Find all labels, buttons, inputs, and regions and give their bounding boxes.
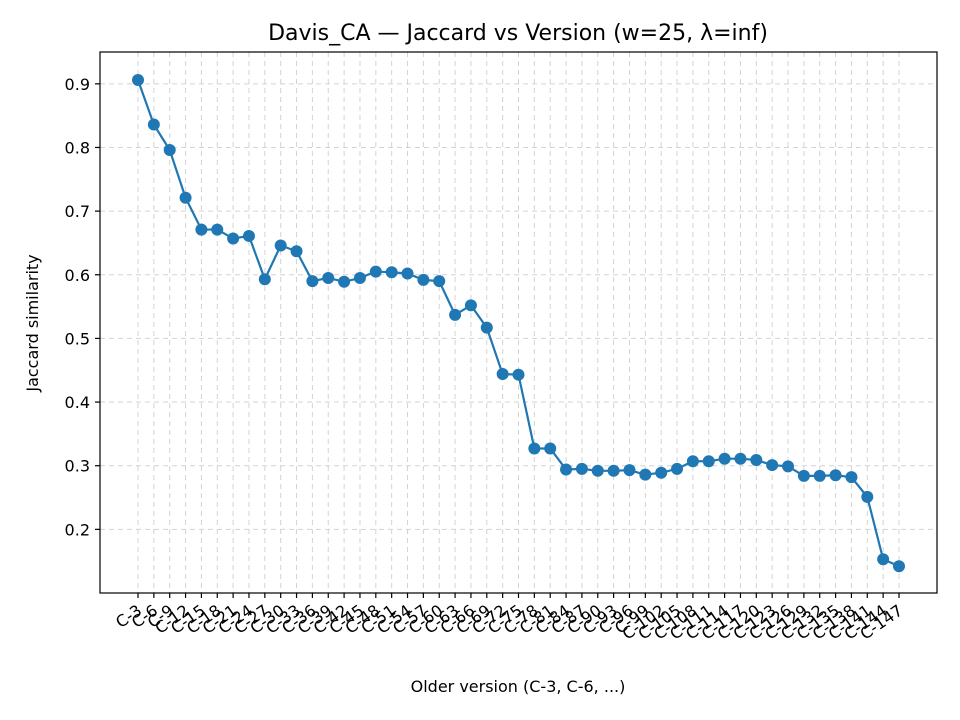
data-point (829, 469, 842, 482)
data-point (258, 273, 271, 286)
data-point (797, 469, 810, 482)
data-point (163, 144, 176, 157)
data-point (449, 308, 462, 321)
x-axis-label: Older version (C-3, C-6, ...) (411, 677, 626, 696)
data-point (132, 74, 144, 87)
y-tick-label: 0.7 (65, 202, 90, 221)
y-axis-label: Jaccard similarity (23, 254, 42, 392)
data-point (623, 464, 636, 477)
y-tick-label: 0.5 (65, 329, 90, 348)
y-tick-label: 0.6 (65, 266, 90, 285)
data-point (147, 118, 160, 131)
data-point (734, 452, 747, 465)
data-point (306, 275, 319, 288)
data-point (242, 229, 255, 242)
data-point (813, 469, 826, 482)
data-point (591, 464, 604, 477)
tick-layer: C-3C-6C-9C-12C-15C-18C-21C-24C-27C-30C-3… (65, 75, 907, 644)
series-layer (132, 74, 905, 573)
data-point (401, 267, 414, 280)
data-point (575, 462, 588, 475)
chart-title: Davis_CA — Jaccard vs Version (w=25, λ=i… (268, 21, 768, 46)
data-point (322, 271, 335, 284)
data-point (861, 490, 874, 503)
data-point (179, 191, 192, 204)
y-tick-label: 0.9 (65, 75, 90, 94)
data-point (607, 464, 620, 477)
data-point (290, 245, 303, 258)
data-point (369, 265, 382, 278)
data-point (353, 271, 366, 284)
data-point (845, 471, 858, 484)
data-point (560, 463, 573, 476)
data-point (750, 453, 763, 466)
data-point (385, 266, 398, 279)
data-point (766, 459, 779, 472)
data-point (480, 321, 493, 334)
data-point (877, 553, 890, 566)
data-point (528, 442, 541, 455)
data-point (211, 223, 224, 236)
y-tick-label: 0.2 (65, 520, 90, 539)
data-point (655, 466, 668, 479)
data-point (718, 452, 731, 465)
y-tick-label: 0.8 (65, 138, 90, 157)
data-point (702, 455, 715, 468)
grid-layer (100, 52, 937, 593)
data-point (544, 442, 557, 455)
data-point (671, 462, 684, 475)
data-point (464, 299, 477, 312)
data-point (782, 460, 795, 473)
data-point (195, 223, 208, 236)
data-point (274, 239, 287, 252)
data-point (639, 468, 652, 481)
data-point (338, 275, 351, 288)
data-point (433, 275, 446, 288)
data-point (893, 560, 905, 573)
y-tick-label: 0.3 (65, 457, 90, 476)
data-point (686, 455, 699, 468)
data-point (496, 368, 509, 381)
y-tick-label: 0.4 (65, 393, 90, 412)
data-point (417, 273, 430, 286)
data-point (227, 232, 240, 245)
data-point (512, 368, 525, 381)
